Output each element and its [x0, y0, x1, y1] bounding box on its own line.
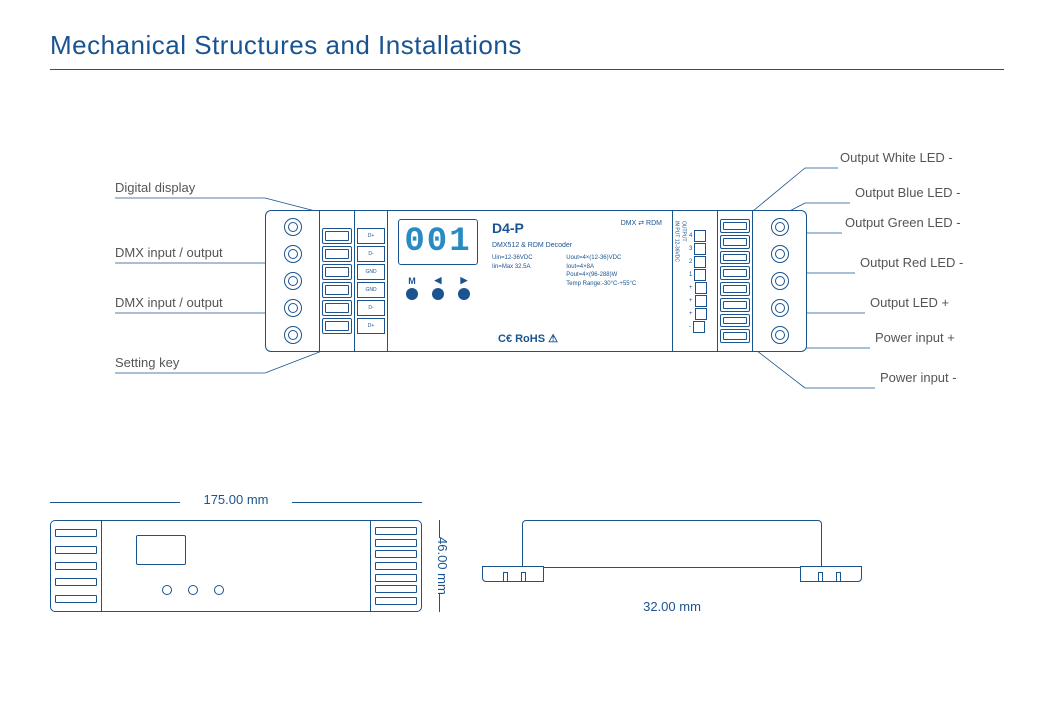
- fv-display: [136, 535, 186, 565]
- mode-button[interactable]: M: [406, 276, 418, 300]
- terminal: [720, 219, 750, 233]
- screw-hole: [284, 299, 302, 317]
- digital-display: 001: [398, 219, 478, 265]
- callout-out-green: Output Green LED -: [845, 215, 961, 230]
- left-terminal-block: [320, 211, 354, 351]
- callout-out-blue: Output Blue LED -: [855, 185, 961, 200]
- dmx-pin: D-: [357, 246, 385, 262]
- device-top-view: D+ D- GND GND D- D+ 001 M ◀ ▶ D4-P DMX51…: [265, 210, 807, 352]
- dmx-pin: D+: [357, 228, 385, 244]
- terminal: [322, 246, 352, 262]
- spec: Uout=4×(12-36)VDC: [566, 254, 662, 262]
- right-mount-plate: [752, 211, 806, 351]
- title-divider: [50, 69, 1004, 70]
- screw-hole: [284, 326, 302, 344]
- dmx-pin-labels: D+ D- GND GND D- D+: [354, 211, 388, 351]
- dmx-pin: GND: [357, 282, 385, 298]
- dmx-pin: D+: [357, 318, 385, 334]
- terminal: [322, 318, 352, 334]
- callout-setting-key: Setting key: [115, 355, 179, 370]
- screw-hole: [284, 245, 302, 263]
- output-section-label: OUTPUT IN PUT 12-36VDC: [672, 211, 687, 351]
- depth-dimension: 32.00 mm: [482, 599, 862, 614]
- screw-hole: [771, 326, 789, 344]
- subtitle-label: DMX512 & RDM Decoder: [492, 241, 662, 251]
- screw-hole: [284, 218, 302, 236]
- terminal: [720, 314, 750, 328]
- terminal: [720, 266, 750, 280]
- screw-hole: [284, 272, 302, 290]
- front-view: [50, 520, 422, 612]
- dmx-rdm-icon: DMX ⇄ RDM: [621, 219, 662, 227]
- height-dimension: 46.00 mm: [435, 520, 450, 612]
- callout-digital-display: Digital display: [115, 180, 195, 195]
- side-view: [482, 520, 862, 582]
- dmx-pin: D-: [357, 300, 385, 316]
- left-button[interactable]: ◀: [432, 275, 444, 300]
- terminal: [322, 300, 352, 316]
- callout-out-white: Output White LED -: [840, 150, 953, 165]
- callout-power-minus: Power input -: [880, 370, 957, 385]
- terminal: [322, 228, 352, 244]
- page-title: Mechanical Structures and Installations: [50, 30, 1004, 61]
- callout-power-plus: Power input +: [875, 330, 955, 345]
- spec: Iout=4×8A: [566, 263, 662, 271]
- screw-hole: [771, 218, 789, 236]
- output-pins: 4 3 2 1 + + + -: [687, 211, 718, 351]
- terminal: [720, 282, 750, 296]
- terminal: [322, 264, 352, 280]
- screw-hole: [771, 245, 789, 263]
- dimension-views: 175.00 mm 46.00 mm 32.00 mm: [50, 520, 1004, 612]
- spec: Pout=4×(96-288)W: [566, 271, 662, 279]
- right-button[interactable]: ▶: [458, 275, 470, 300]
- button-row: M ◀ ▶: [406, 275, 470, 300]
- screw-hole: [771, 299, 789, 317]
- spec: Iin=Max 32.5A: [492, 263, 558, 271]
- left-mount-plate: [266, 211, 320, 351]
- terminal: [720, 235, 750, 249]
- terminal: [720, 298, 750, 312]
- callout-out-plus: Output LED +: [870, 295, 949, 310]
- callout-dmx-io-1: DMX input / output: [115, 245, 223, 260]
- dmx-pin: GND: [357, 264, 385, 280]
- screw-hole: [771, 272, 789, 290]
- width-dimension: 175.00 mm: [50, 492, 422, 507]
- center-panel: 001 M ◀ ▶ D4-P DMX512 & RDM Decoder Uin=…: [388, 211, 672, 351]
- certifications: C€ RoHS ⚠: [498, 332, 558, 345]
- callout-dmx-io-2: DMX input / output: [115, 295, 223, 310]
- terminal: [322, 282, 352, 298]
- terminal: [720, 329, 750, 343]
- right-terminal-block: [718, 211, 752, 351]
- terminal: [720, 251, 750, 265]
- main-diagram: Digital display DMX input / output DMX i…: [50, 150, 1000, 420]
- spec: Uin=12-36VDC: [492, 254, 558, 262]
- callout-out-red: Output Red LED -: [860, 255, 963, 270]
- info-panel: D4-P DMX512 & RDM Decoder Uin=12-36VDC U…: [492, 219, 662, 343]
- spec: Temp Range:-30°C-+55°C: [566, 280, 662, 288]
